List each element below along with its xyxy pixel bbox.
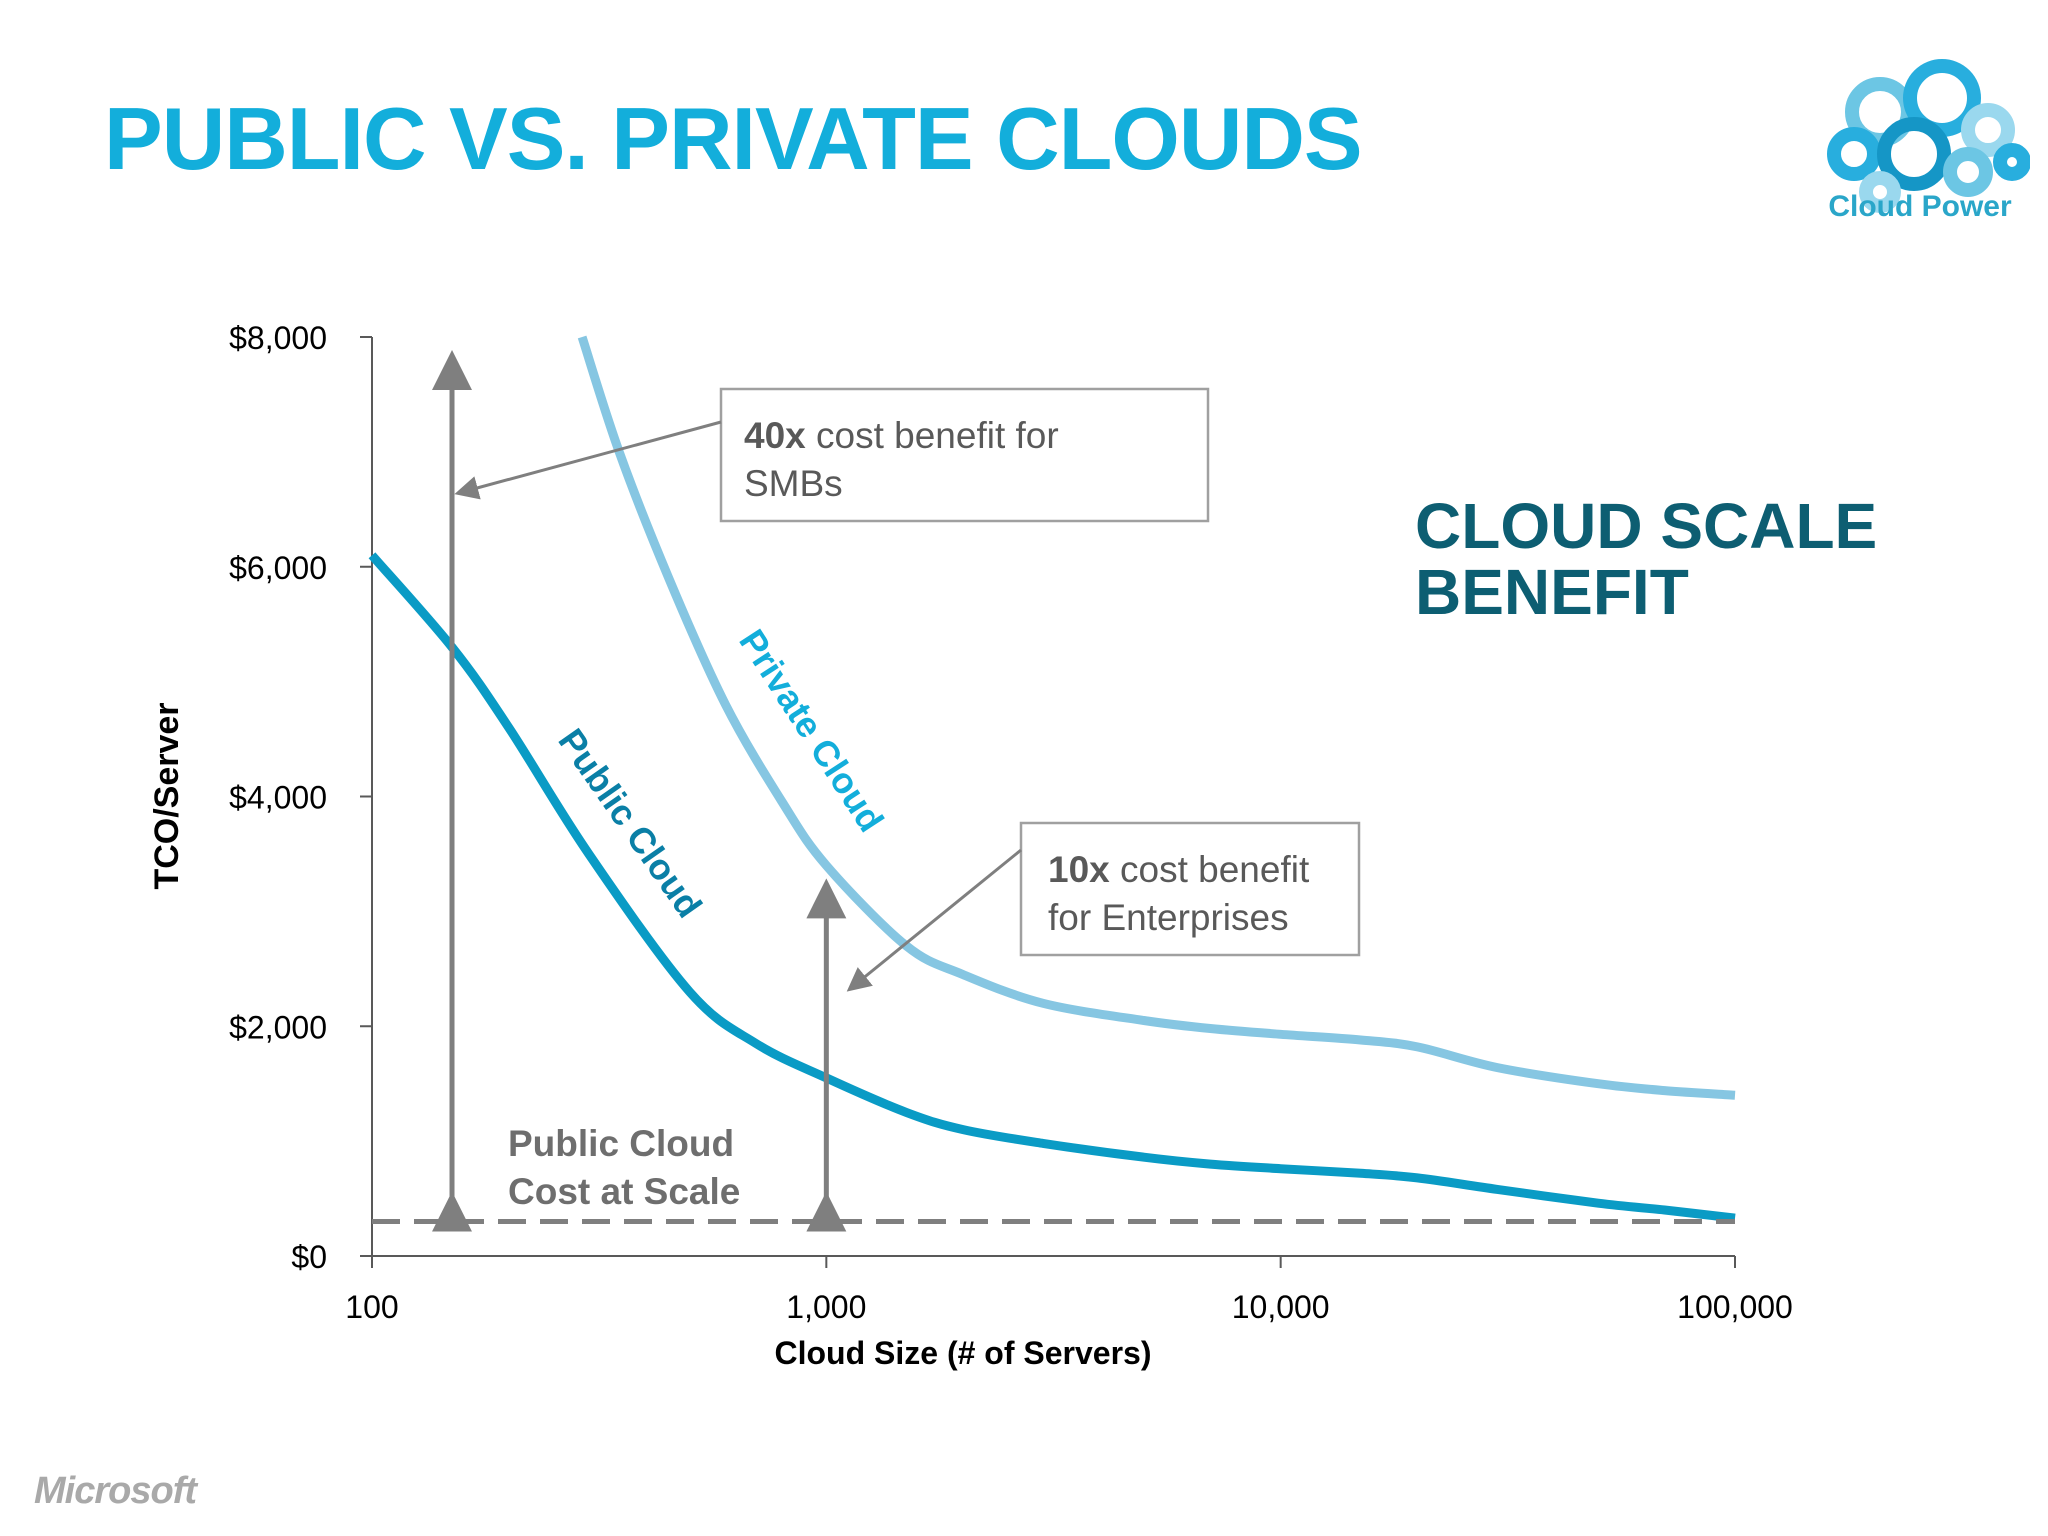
y-tick-label: $2,000 — [229, 1009, 327, 1045]
x-tick-label: 1,000 — [786, 1289, 866, 1325]
slide-title: PUBLIC VS. PRIVATE CLOUDS — [104, 89, 1363, 188]
smb-callout-line1: 40x cost benefit for — [744, 415, 1059, 456]
x-tick-label: 100 — [345, 1289, 398, 1325]
enterprise-callout-rest: cost benefit — [1110, 849, 1310, 890]
ref-line-label-1: Public Cloud — [508, 1123, 734, 1164]
public-cloud-line — [368, 552, 1736, 1223]
private-cloud-curve-label: Private Cloud — [731, 622, 892, 839]
ref-line-label-2: Cost at Scale — [508, 1171, 740, 1212]
cloud-scale-benefit-line1: CLOUD SCALE — [1415, 490, 1877, 562]
public-cloud-curve-label: Public Cloud — [550, 721, 710, 925]
smb-pointer-arrow — [454, 420, 722, 500]
x-tick-label: 10,000 — [1232, 1289, 1330, 1325]
enterprise-callout-box — [1019, 821, 1361, 957]
enterprise-emphasis: 10x — [1048, 849, 1110, 890]
x-tick-label: 100,000 — [1677, 1289, 1793, 1325]
logo-text: Cloud Power — [1828, 190, 2012, 223]
y-tick-label: $4,000 — [229, 780, 327, 816]
cloud-power-logo-icon — [1827, 59, 2030, 213]
private-cloud-line — [577, 335, 1736, 1100]
enterprise-pointer-arrow — [846, 848, 1022, 992]
enterprise-callout-line2: for Enterprises — [1048, 897, 1289, 938]
smb-callout-rest: cost benefit for — [806, 415, 1059, 456]
y-axis-title: TCO/Server — [148, 702, 186, 889]
y-tick-label: $0 — [291, 1239, 327, 1275]
enterprise-callout-line1: 10x cost benefit — [1048, 849, 1310, 890]
cloud-scale-benefit-line2: BENEFIT — [1415, 556, 1689, 628]
smb-emphasis: 40x — [744, 415, 806, 456]
y-tick-label: $8,000 — [229, 320, 327, 356]
smb-callout-box — [719, 387, 1210, 523]
microsoft-logo: Microsoft — [34, 1470, 197, 1512]
smb-callout-line2: SMBs — [744, 463, 843, 504]
x-axis-title: Cloud Size (# of Servers) — [775, 1335, 1152, 1371]
y-tick-label: $6,000 — [229, 550, 327, 586]
